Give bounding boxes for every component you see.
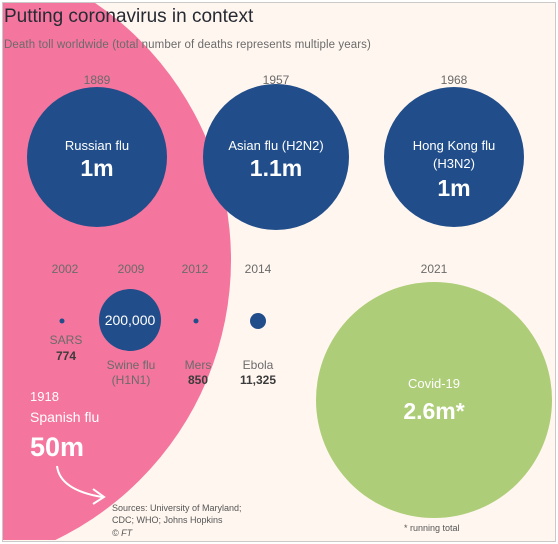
year-label-1918: 1918 xyxy=(30,389,59,404)
label-ebola: Ebola xyxy=(243,358,274,372)
value-spanish-flu: 50m xyxy=(30,432,84,462)
bubble-ebola xyxy=(250,313,266,329)
bubble-mers xyxy=(193,318,199,324)
chart-subtitle: Death toll worldwide (total number of de… xyxy=(4,39,371,51)
label-asian-flu: Asian flu (H2N2) xyxy=(228,138,323,153)
bubble-covid-19 xyxy=(316,282,552,518)
footnote-running-total: * running total xyxy=(404,523,460,533)
year-label-2014: 2014 xyxy=(245,262,272,276)
source-line-2: CDC; WHO; Johns Hopkins xyxy=(112,515,223,525)
value-swine-flu: 200,000 xyxy=(105,312,156,328)
label-sars: SARS xyxy=(50,333,83,347)
year-label-2009: 2009 xyxy=(118,262,145,276)
value-asian-flu: 1.1m xyxy=(250,155,302,181)
arrow-head xyxy=(92,488,106,505)
bubble-swine-flu xyxy=(99,289,161,351)
bubble-sars xyxy=(59,318,65,324)
year-label-2021: 2021 xyxy=(421,262,448,276)
label-covid-19: Covid-19 xyxy=(408,376,460,391)
arrow-line xyxy=(56,465,103,498)
label-russian-flu: Russian flu xyxy=(65,138,129,153)
year-label-1957: 1957 xyxy=(263,73,290,87)
year-label-2012: 2012 xyxy=(182,262,209,276)
label-hong-kong-flu: Hong Kong flu xyxy=(413,138,495,153)
source-line-1: Sources: University of Maryland; xyxy=(112,503,242,513)
bubble-russian-flu xyxy=(27,87,167,227)
source-line-3: © FT xyxy=(112,528,133,538)
year-label-1968: 1968 xyxy=(441,73,468,87)
value-hong-kong-flu: 1m xyxy=(437,175,470,201)
value-covid-19: 2.6m* xyxy=(403,398,464,424)
value-sars: 774 xyxy=(56,349,76,363)
chart-title: Putting coronavirus in context xyxy=(4,6,254,27)
year-label-1889: 1889 xyxy=(84,73,111,87)
year-label-2002: 2002 xyxy=(52,262,79,276)
label-mers: Mers xyxy=(185,358,212,372)
label-swine-flu: Swine flu xyxy=(107,358,156,372)
value-russian-flu: 1m xyxy=(80,155,113,181)
value-ebola: 11,325 xyxy=(240,373,276,387)
bubble-hong-kong-flu xyxy=(384,87,524,227)
bubble-asian-flu xyxy=(203,84,349,230)
label-swine-flu-line2: (H1N1) xyxy=(112,373,151,387)
label-spanish-flu: Spanish flu xyxy=(30,409,99,425)
value-mers: 850 xyxy=(188,373,208,387)
label-hong-kong-flu-line2: (H3N2) xyxy=(433,156,475,171)
